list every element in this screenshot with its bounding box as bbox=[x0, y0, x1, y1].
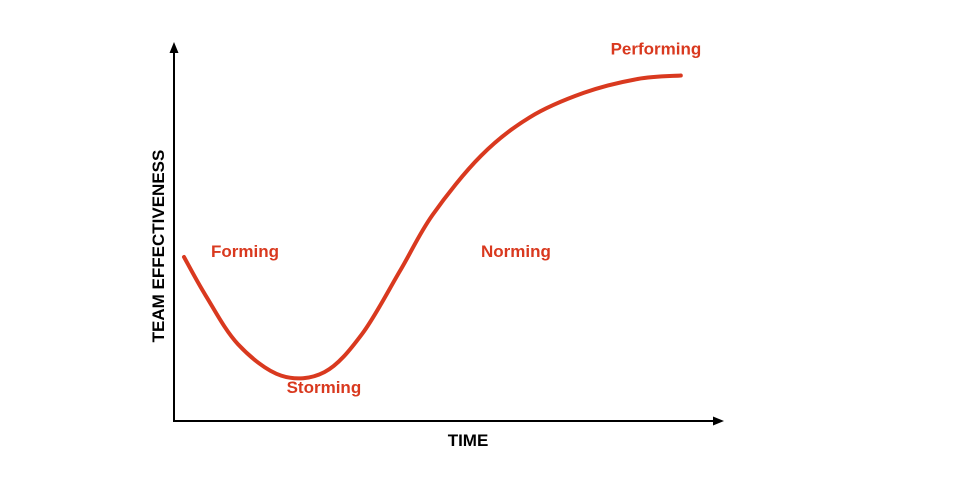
x-axis-title: TIME bbox=[448, 431, 489, 450]
y-axis-arrowhead bbox=[169, 42, 179, 53]
stage-label-norming: Norming bbox=[481, 242, 551, 261]
x-axis-arrowhead bbox=[713, 416, 724, 426]
x-axis bbox=[173, 416, 724, 426]
y-axis-title: TEAM EFFECTIVENESS bbox=[149, 150, 168, 343]
y-axis bbox=[169, 42, 179, 421]
stage-label-storming: Storming bbox=[287, 378, 362, 397]
effectiveness-curve bbox=[182, 73, 683, 381]
stage-label-performing: Performing bbox=[611, 40, 702, 59]
stage-label-forming: Forming bbox=[211, 242, 279, 261]
